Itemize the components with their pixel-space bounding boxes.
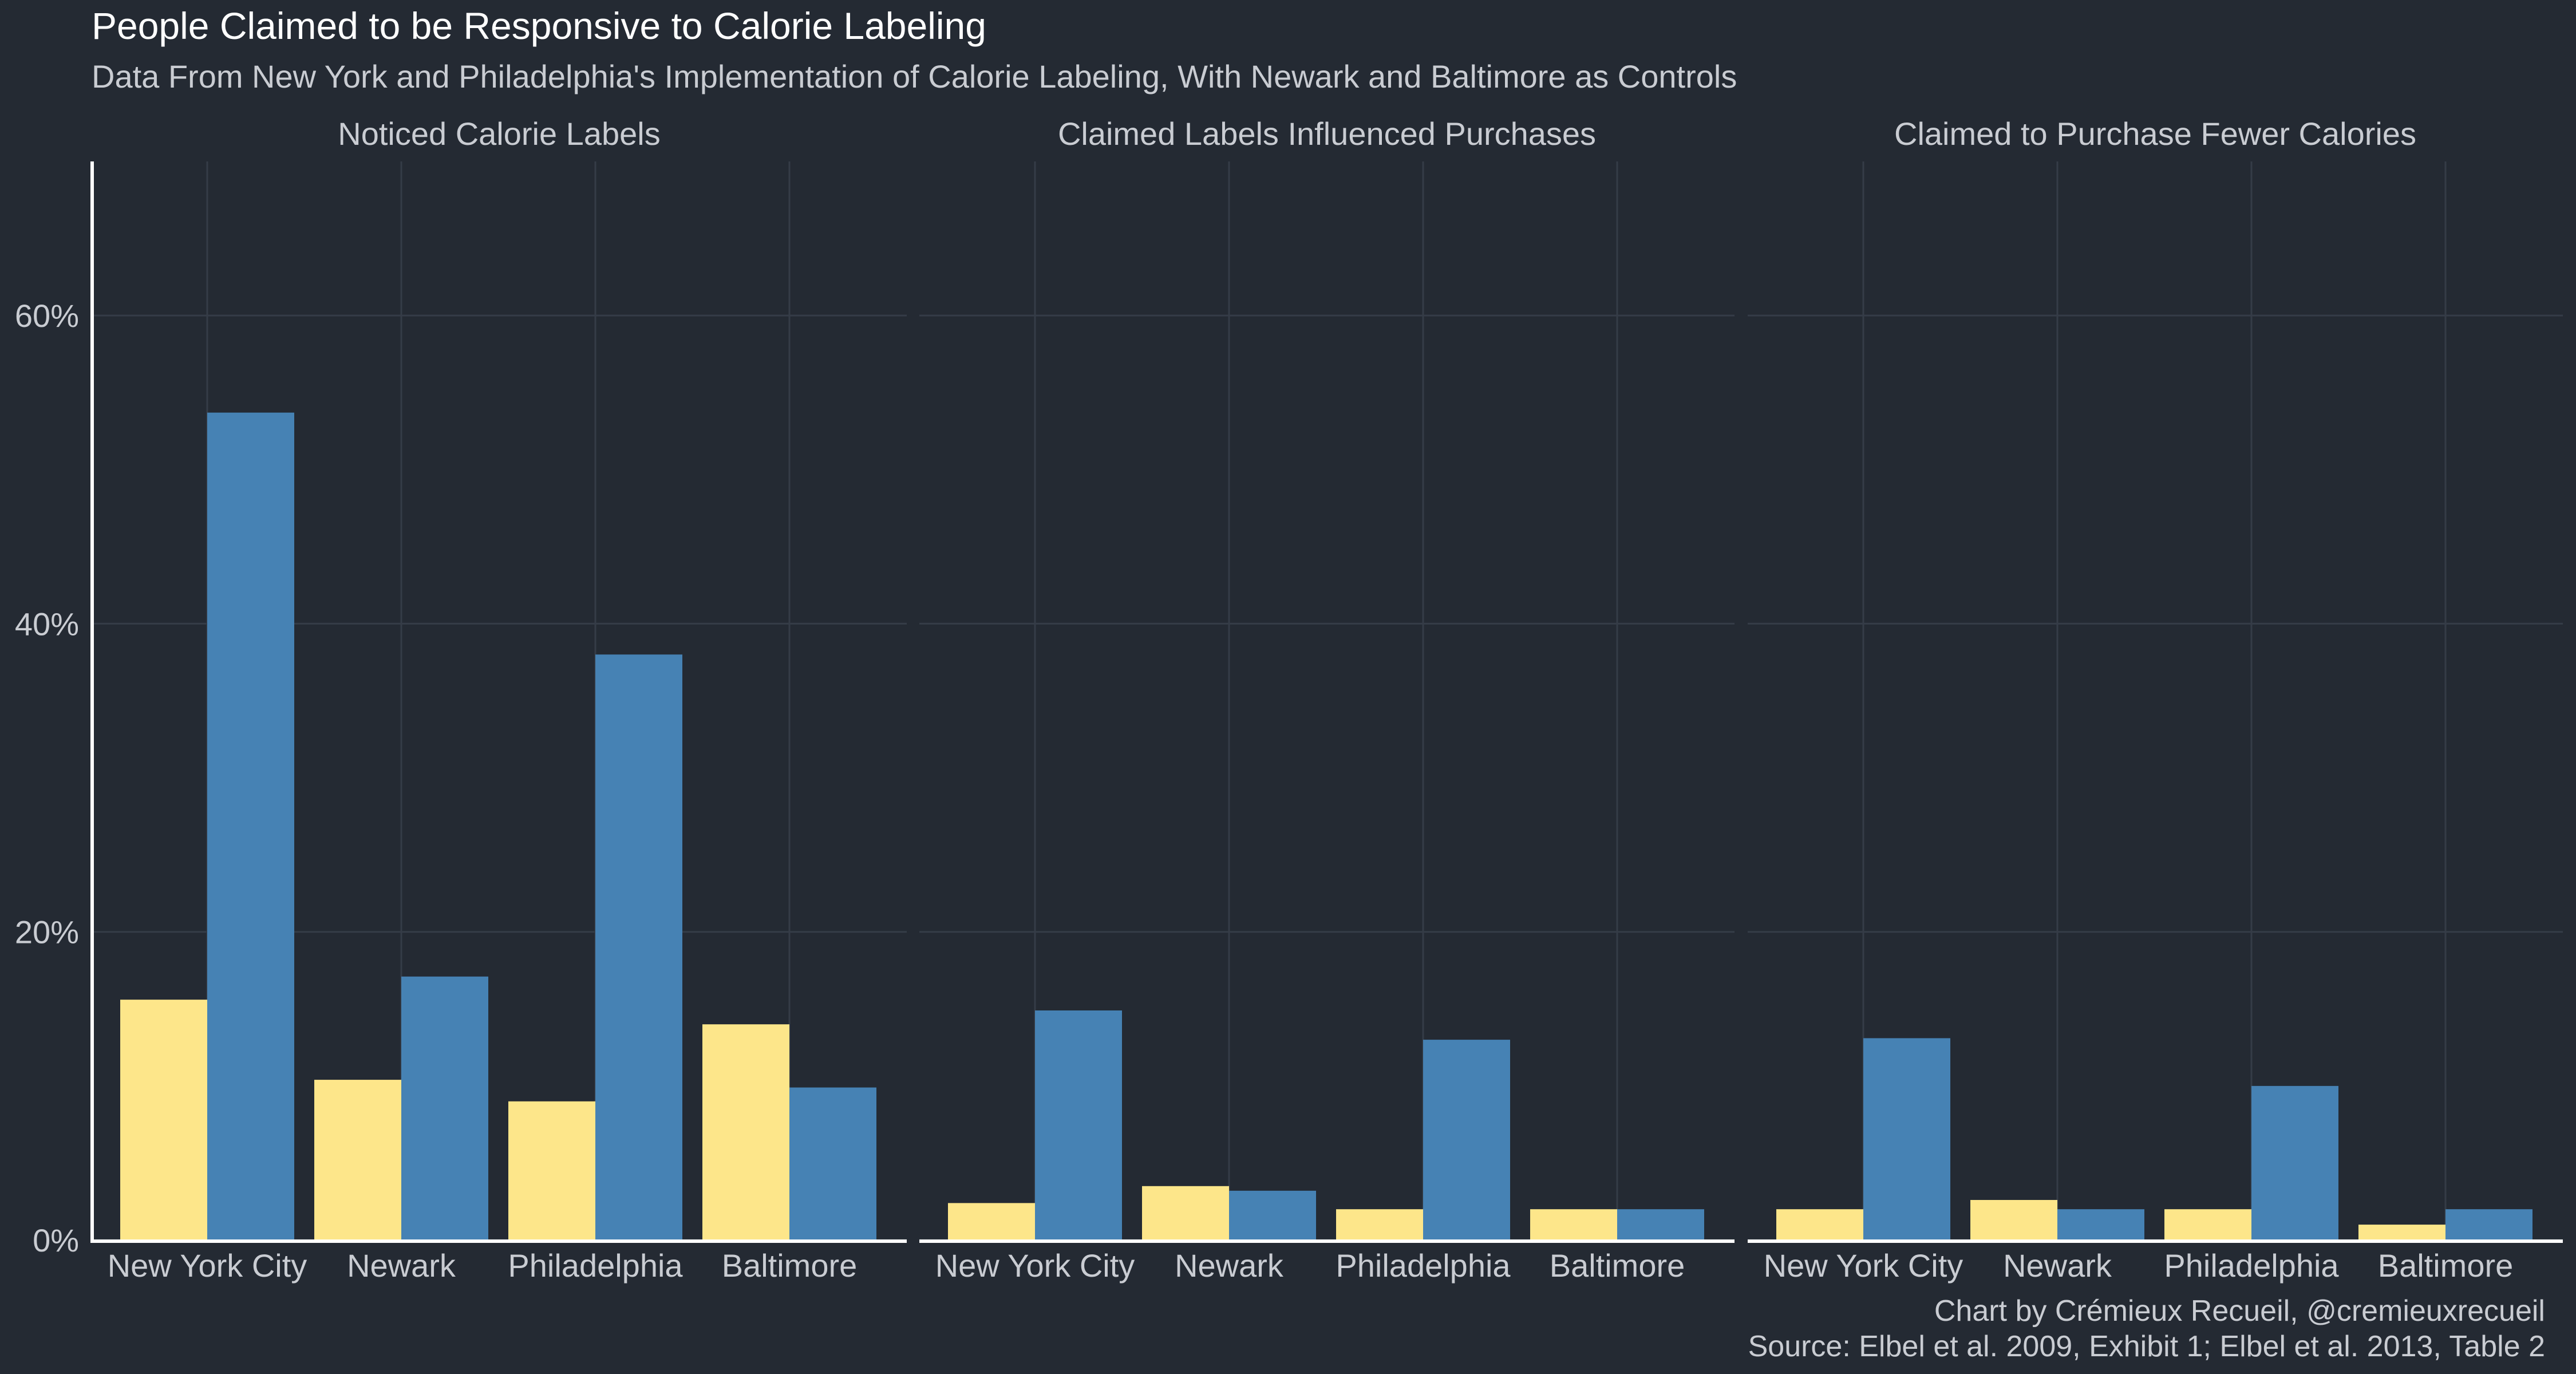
bar [1863, 1038, 1950, 1240]
bar [207, 412, 294, 1240]
y-tick-label: 0% [33, 1222, 79, 1258]
x-tick-label: Philadelphia [1336, 1247, 1511, 1284]
x-tick-label: New York City [108, 1247, 307, 1284]
chart-title: People Claimed to be Responsive to Calor… [92, 5, 986, 47]
bar [2057, 1209, 2144, 1240]
x-tick-label: Philadelphia [2164, 1247, 2339, 1284]
bar [2358, 1225, 2445, 1240]
bar [2164, 1209, 2251, 1240]
bar [1336, 1209, 1423, 1240]
bar [1423, 1040, 1510, 1240]
bar [2251, 1085, 2338, 1240]
y-tick-label: 40% [15, 606, 79, 642]
x-tick-label: Baltimore [722, 1247, 858, 1284]
bar [1970, 1200, 2057, 1240]
facet-panel: Claimed Labels Influenced Purchases New Y… [919, 116, 1735, 1284]
facet-label: Noticed Calorie Labels [338, 116, 660, 152]
bar [1530, 1209, 1617, 1240]
bar [120, 1000, 207, 1240]
x-tick-label: Baltimore [2378, 1247, 2514, 1284]
x-tick-label: Newark [2003, 1247, 2112, 1284]
chart-caption: Chart by Crémieux Recueil, @cremieuxrecu… [1748, 1294, 2545, 1363]
bar [1229, 1190, 1316, 1240]
bar [1776, 1209, 1863, 1240]
bar [401, 976, 488, 1240]
plot-area: Noticed Calorie Labels New York City Newar… [15, 116, 2563, 1284]
bar [2445, 1209, 2532, 1240]
facet-label: Claimed Labels Influenced Purchases [1058, 116, 1596, 152]
caption-line: Source: Elbel et al. 2009, Exhibit 1; El… [1748, 1330, 2545, 1363]
bar [948, 1203, 1035, 1240]
x-tick-label: New York City [935, 1247, 1135, 1284]
bar [1035, 1010, 1122, 1240]
bar [789, 1087, 876, 1240]
y-tick-label: 60% [15, 298, 79, 334]
facet-label: Claimed to Purchase Fewer Calories [1894, 116, 2416, 152]
x-tick-label: Newark [1175, 1247, 1284, 1284]
x-tick-label: Newark [347, 1247, 456, 1284]
chart-subtitle: Data From New York and Philadelphia's Im… [92, 58, 1737, 94]
x-tick-label: New York City [1764, 1247, 1963, 1284]
bar [508, 1101, 595, 1240]
facet-panel: Claimed to Purchase Fewer Calories New Yo… [1748, 116, 2563, 1284]
x-tick-label: Philadelphia [508, 1247, 683, 1284]
bar [1142, 1186, 1229, 1240]
bar [1617, 1209, 1704, 1240]
y-tick-label: 20% [15, 914, 79, 950]
x-tick-label: Baltimore [1550, 1247, 1685, 1284]
bar [595, 654, 682, 1240]
facet-panel: Noticed Calorie Labels New York City Newar… [92, 116, 907, 1284]
bar [702, 1024, 789, 1240]
caption-line: Chart by Crémieux Recueil, @cremieuxrecu… [1934, 1294, 2545, 1328]
bar [314, 1080, 401, 1240]
